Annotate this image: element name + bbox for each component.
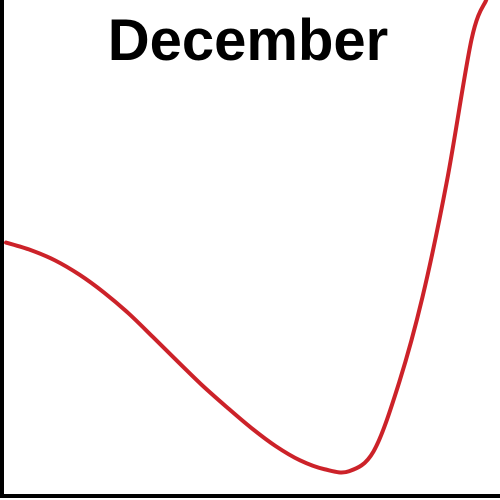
series-layer — [4, 0, 489, 475]
series-line-0 — [4, 0, 489, 475]
chart-title: December — [108, 8, 388, 73]
